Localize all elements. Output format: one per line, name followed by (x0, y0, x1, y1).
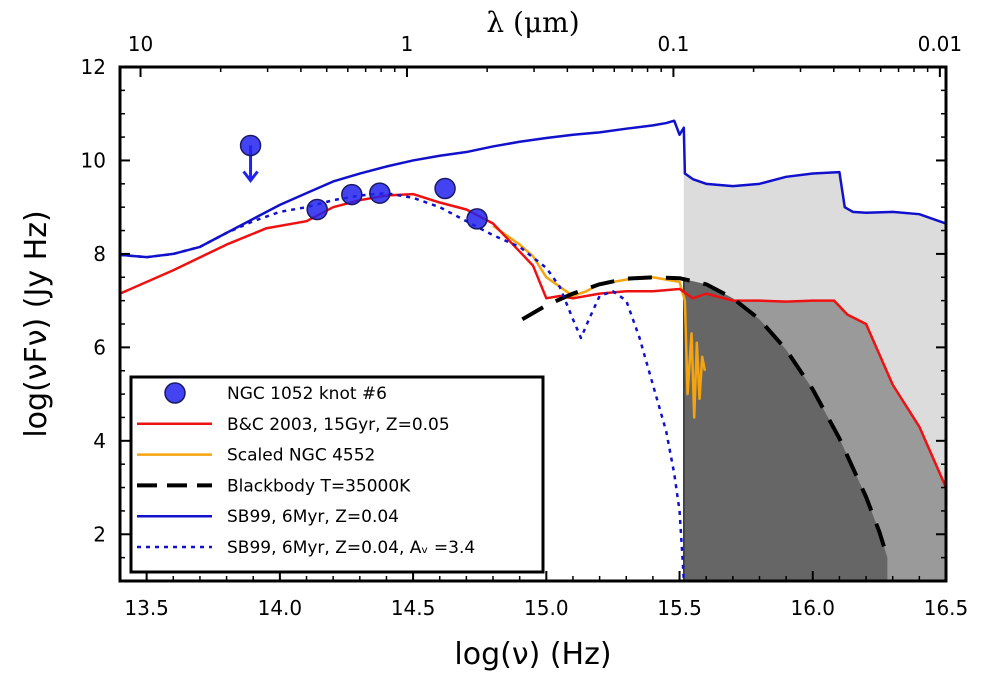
data-point (341, 183, 363, 206)
legend-label: SB99, 6Myr, Z=0.04 (227, 507, 399, 527)
x-tick-label: 15.5 (657, 596, 702, 620)
series-line-5 (120, 119, 946, 259)
x-tick-label: 16.0 (791, 596, 836, 620)
legend-label: Scaled NGC 4552 (227, 446, 375, 466)
markers-group (239, 134, 488, 230)
legend-marker (164, 382, 186, 404)
top-tick-label: 0.01 (918, 32, 963, 56)
legend-label: B&C 2003, 15Gyr, Z=0.05 (227, 415, 450, 435)
legend: NGC 1052 knot #6 B&C 2003, 15Gyr, Z=0.05 S… (129, 375, 545, 574)
y-tick-label: 4 (93, 429, 106, 453)
x-tick-label: 15.0 (524, 596, 569, 620)
data-point (369, 182, 391, 204)
shaded-regions (683, 127, 946, 581)
data-point (434, 177, 456, 200)
upper-limit-arrow-head (242, 170, 259, 183)
upper-limit-point (239, 134, 262, 157)
y-tick-label: 8 (93, 242, 106, 266)
tick-labels: 13.5 14.0 14.5 15.0 15.5 16.0 16.5 2 4 6 8 10 12 10 1 0… (81, 32, 969, 620)
top-tick-label: 0.1 (658, 32, 690, 56)
data-point (466, 208, 488, 230)
top-tick-label: 10 (128, 32, 153, 56)
x-tick-label: 13.5 (124, 596, 169, 620)
axis-ticks (120, 66, 947, 581)
top-axis-title: λ (μm) (486, 6, 579, 39)
y-axis-title: log(νFν) (Jy Hz) (19, 210, 54, 437)
top-tick-label: 1 (401, 32, 414, 56)
x-tick-label: 16.5 (924, 596, 969, 620)
legend-label: SB99, 6Myr, Z=0.04, Aᵥ =3.4 (227, 538, 475, 558)
legend-box (129, 375, 545, 574)
legend-label: Blackbody T=35000K (227, 476, 411, 496)
data-point (306, 198, 328, 221)
x-tick-label: 14.0 (258, 596, 303, 620)
legend-label: NGC 1052 knot #6 (227, 384, 387, 404)
y-tick-label: 10 (81, 148, 106, 172)
y-tick-label: 2 (93, 522, 106, 546)
shaded-region-3 (683, 279, 888, 581)
x-tick-label: 14.5 (391, 596, 436, 620)
y-tick-label: 6 (93, 335, 106, 359)
y-tick-label: 12 (81, 55, 106, 79)
x-axis-title: log(ν) (Hz) (454, 637, 611, 672)
series-line-4 (521, 275, 890, 559)
